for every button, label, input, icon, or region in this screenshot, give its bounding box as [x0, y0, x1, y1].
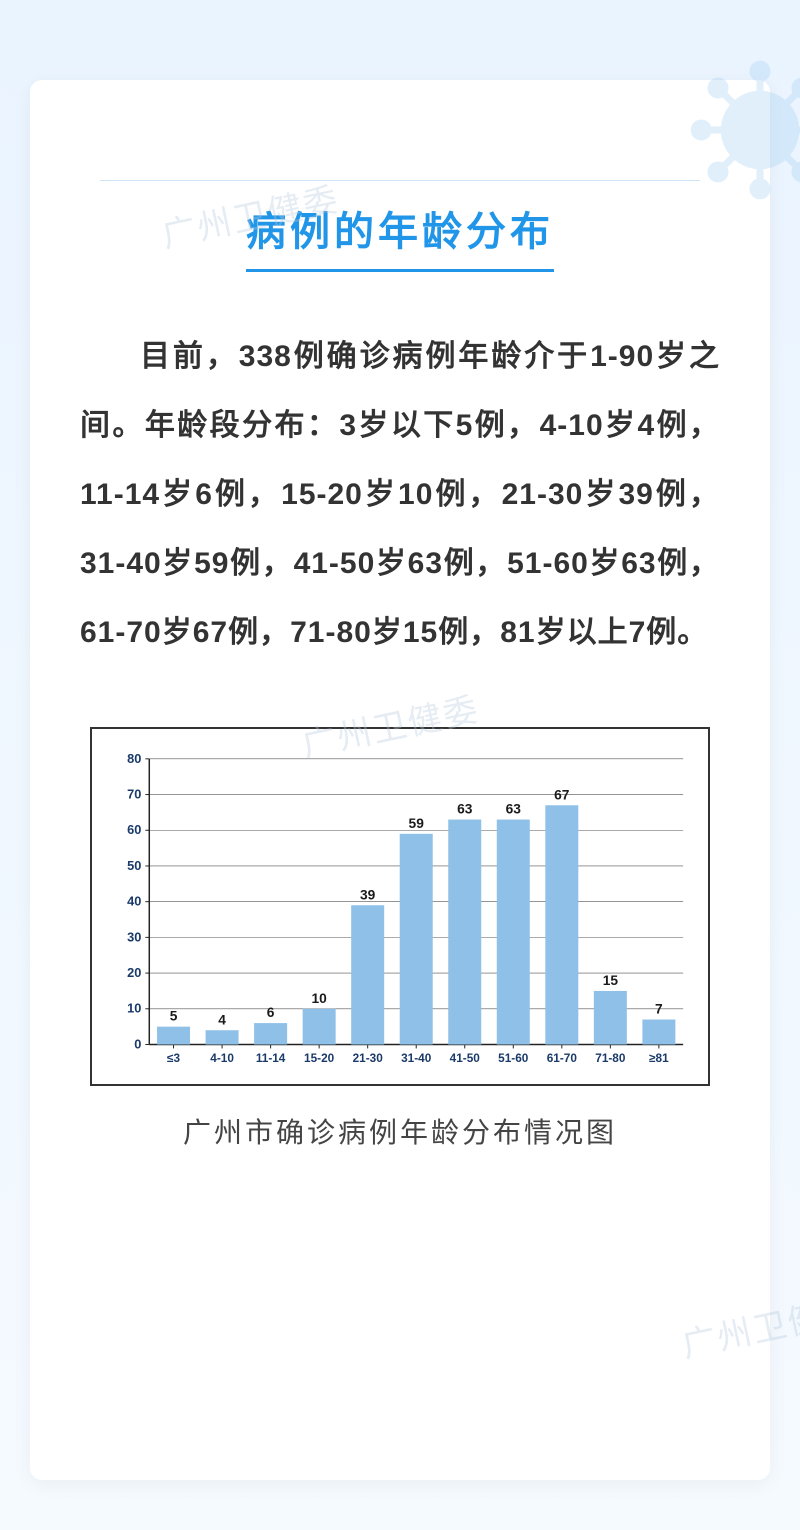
- svg-text:41-50: 41-50: [450, 1051, 481, 1065]
- svg-text:40: 40: [127, 894, 141, 909]
- svg-text:63: 63: [506, 802, 522, 817]
- chart-caption: 广州市确诊病例年龄分布情况图: [80, 1111, 720, 1151]
- svg-text:39: 39: [360, 887, 376, 902]
- svg-text:0: 0: [134, 1036, 141, 1051]
- svg-text:≤3: ≤3: [167, 1051, 180, 1065]
- svg-text:4: 4: [218, 1012, 226, 1027]
- svg-text:11-14: 11-14: [256, 1051, 286, 1065]
- svg-text:70: 70: [127, 786, 141, 801]
- svg-text:61-70: 61-70: [547, 1051, 578, 1065]
- content-card: 病例的年龄分布 目前，338例确诊病例年龄介于1-90岁之间。年龄段分布：3岁以…: [30, 80, 770, 1480]
- svg-text:21-30: 21-30: [353, 1051, 384, 1065]
- bar-chart-svg: 0 10 20 30 40 50 60 70 80 5 ≤3 4 4-10 6 11-14 10 15-20 39…: [102, 749, 693, 1074]
- svg-text:5: 5: [170, 1009, 178, 1024]
- svg-text:10: 10: [127, 1001, 141, 1016]
- svg-text:7: 7: [655, 1002, 663, 1017]
- svg-text:51-60: 51-60: [498, 1051, 529, 1065]
- page-title: 病例的年龄分布: [246, 181, 554, 272]
- svg-text:30: 30: [127, 929, 141, 944]
- svg-text:6: 6: [267, 1005, 275, 1020]
- svg-text:50: 50: [127, 858, 141, 873]
- svg-text:67: 67: [554, 787, 570, 802]
- svg-text:59: 59: [409, 816, 425, 831]
- svg-text:80: 80: [127, 751, 141, 766]
- svg-text:63: 63: [457, 802, 473, 817]
- svg-text:60: 60: [127, 822, 141, 837]
- svg-text:10: 10: [311, 991, 327, 1006]
- body-paragraph: 目前，338例确诊病例年龄介于1-90岁之间。年龄段分布：3岁以下5例，4-10…: [80, 322, 720, 667]
- svg-text:≥81: ≥81: [649, 1051, 669, 1065]
- svg-text:31-40: 31-40: [401, 1051, 432, 1065]
- svg-text:4-10: 4-10: [210, 1051, 234, 1065]
- svg-text:71-80: 71-80: [595, 1051, 626, 1065]
- age-distribution-chart: 0 10 20 30 40 50 60 70 80 5 ≤3 4 4-10 6 11-14 10 15-20 39…: [90, 727, 710, 1086]
- virus-icon: [690, 60, 800, 200]
- svg-text:15-20: 15-20: [304, 1051, 335, 1065]
- svg-text:20: 20: [127, 965, 141, 980]
- svg-text:15: 15: [603, 973, 619, 988]
- title-section: 病例的年龄分布: [80, 180, 720, 272]
